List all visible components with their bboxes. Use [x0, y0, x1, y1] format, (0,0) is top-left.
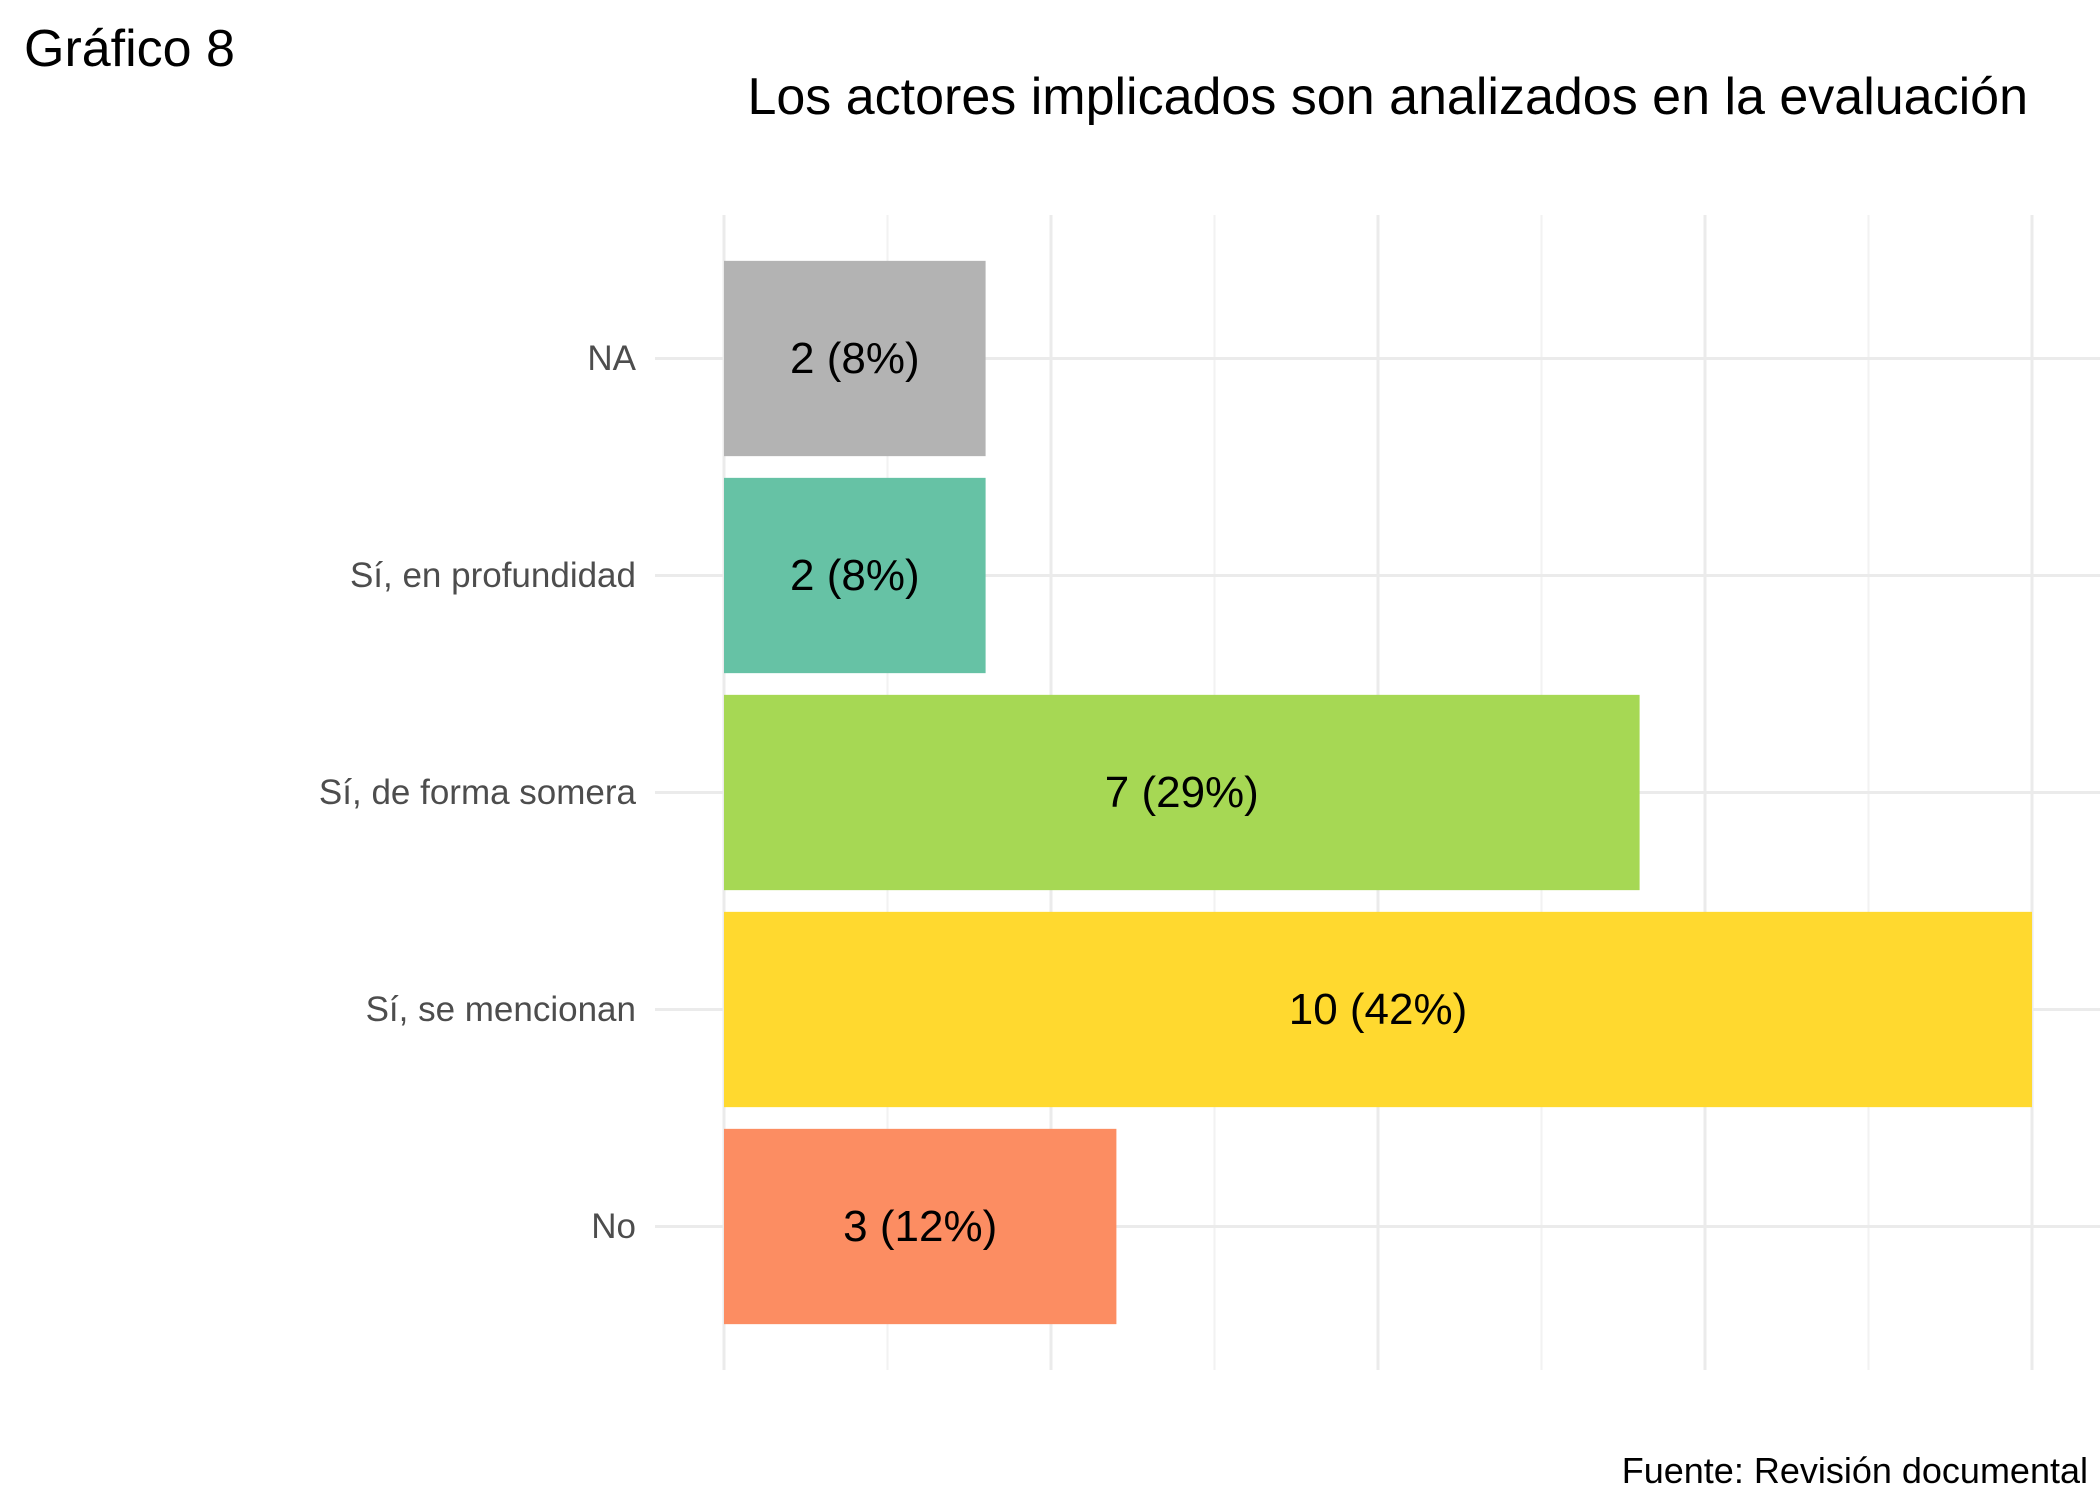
bar-data-label: 2 (8%) [790, 551, 920, 600]
category-label: Sí, en profundidad [350, 556, 636, 595]
category-labels: NA Sí, en profundidad Sí, de forma somera S… [319, 339, 637, 1246]
figure-label: Gráfico 8 [24, 20, 235, 78]
bar [724, 477, 986, 674]
bar [724, 1128, 1117, 1325]
category-label: Sí, se mencionan [366, 990, 636, 1029]
bars [724, 260, 2032, 1325]
bar [724, 694, 1640, 891]
bar [724, 911, 2032, 1108]
bar-data-label: 3 (12%) [843, 1202, 997, 1251]
category-label: No [591, 1207, 636, 1246]
bar-labels: 2 (8%) 2 (8%) 7 (29%) 10 (42%) 3 (12%) [790, 334, 1467, 1251]
bar-data-label: 7 (29%) [1105, 768, 1259, 817]
bar-data-label: 10 (42%) [1289, 985, 1468, 1034]
category-label: NA [587, 339, 636, 378]
chart-caption: Fuente: Revisión documental [1621, 1449, 2088, 1491]
chart-title: Los actores implicados son analizados en… [747, 68, 2028, 126]
category-label: Sí, de forma somera [319, 773, 637, 812]
bar-data-label: 2 (8%) [790, 334, 920, 383]
bar [724, 260, 986, 457]
